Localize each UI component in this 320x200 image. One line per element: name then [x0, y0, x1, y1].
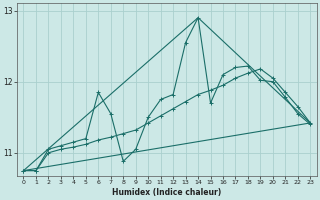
- X-axis label: Humidex (Indice chaleur): Humidex (Indice chaleur): [112, 188, 221, 197]
